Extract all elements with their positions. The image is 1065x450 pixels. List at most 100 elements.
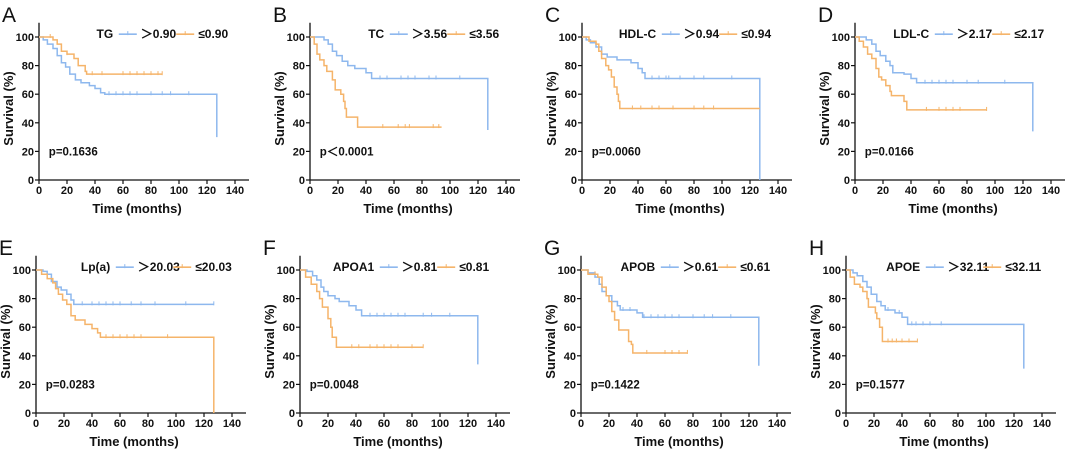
y-tick-label: 20: [283, 379, 295, 391]
y-tick-label: 80: [565, 61, 577, 73]
x-tick-label: 140: [1042, 185, 1060, 197]
x-tick-label: 140: [497, 185, 515, 197]
x-tick-label: 60: [388, 185, 400, 197]
y-axis-title: Survival (%): [272, 71, 287, 145]
y-tick-label: 60: [565, 89, 577, 101]
legend-title: APOA1: [333, 260, 375, 274]
x-tick-label: 20: [322, 418, 334, 430]
legend-title: TC: [368, 27, 384, 41]
x-tick-label: 40: [631, 418, 643, 430]
x-tick-label: 60: [659, 418, 671, 430]
x-tick-label: 100: [977, 418, 995, 430]
x-tick-label: 80: [688, 185, 700, 197]
legend-label-high: ＞32.11: [948, 260, 990, 274]
y-axis-title: Survival (%): [543, 304, 558, 378]
x-tick-label: 120: [198, 185, 216, 197]
y-tick-label: 60: [838, 89, 850, 101]
survival-curve-high: [855, 36, 1034, 132]
x-tick-label: 100: [713, 185, 731, 197]
x-tick-label: 140: [768, 418, 786, 430]
survival-curve-low: [581, 269, 688, 354]
x-axis-title: Time (months): [353, 434, 442, 449]
y-tick-label: 100: [559, 32, 577, 44]
legend-label-low: ≤2.17: [1014, 27, 1044, 41]
survival-curve-low: [846, 269, 918, 343]
x-axis-title: Time (months): [92, 201, 181, 216]
x-tick-label: 20: [603, 418, 615, 430]
x-tick-label: 80: [142, 418, 154, 430]
x-tick-label: 100: [986, 185, 1004, 197]
x-axis-title: Time (months): [363, 201, 452, 216]
legend-label-high: ＞3.56: [412, 27, 448, 41]
y-tick-label: 80: [19, 294, 31, 306]
y-tick-label: 20: [829, 379, 841, 391]
panel-letter: C: [545, 4, 560, 27]
x-tick-label: 20: [604, 185, 616, 197]
x-tick-label: 120: [195, 418, 213, 430]
legend-label-high: ＞0.90: [141, 27, 177, 41]
x-tick-label: 40: [632, 185, 644, 197]
x-tick-label: 60: [378, 418, 390, 430]
x-tick-label: 120: [459, 418, 477, 430]
panel-letter: F: [263, 237, 276, 260]
y-tick-label: 0: [570, 408, 576, 420]
x-tick-label: 140: [226, 185, 244, 197]
x-tick-label: 100: [431, 418, 449, 430]
y-tick-label: 80: [564, 294, 576, 306]
x-tick-label: 100: [167, 418, 185, 430]
y-tick-label: 20: [838, 146, 850, 158]
y-tick-label: 40: [829, 351, 841, 363]
x-tick-label: 40: [896, 418, 908, 430]
km-panel-c: C 0 20 40 60 80 100 0 20 40 60 80 100 120 140 Time (mon…: [544, 4, 792, 216]
y-axis-title: Survival (%): [0, 304, 13, 378]
x-tick-label: 40: [86, 418, 98, 430]
legend-label-low: ≤0.61: [740, 260, 770, 274]
survival-curve-high: [310, 36, 489, 130]
x-tick-label: 80: [961, 185, 973, 197]
legend-label-high: ＞0.61: [683, 260, 719, 274]
y-tick-label: 0: [571, 175, 577, 187]
x-axis-title: Time (months): [89, 434, 178, 449]
x-tick-label: 80: [406, 418, 418, 430]
x-axis-title: Time (months): [635, 201, 724, 216]
p-value: p=0.0166: [865, 146, 914, 158]
legend-label-low: ≤3.56: [469, 27, 499, 41]
y-tick-label: 80: [829, 294, 841, 306]
x-tick-label: 0: [579, 185, 585, 197]
y-tick-label: 60: [19, 322, 31, 334]
survival-curve-low: [310, 36, 442, 128]
y-tick-label: 100: [832, 32, 850, 44]
y-tick-label: 0: [835, 408, 841, 420]
y-tick-label: 20: [22, 146, 34, 158]
y-axis-title: Survival (%): [1, 71, 16, 145]
x-tick-label: 40: [905, 185, 917, 197]
y-tick-label: 0: [289, 408, 295, 420]
y-tick-label: 100: [558, 265, 576, 277]
legend-label-low: ≤0.81: [459, 260, 489, 274]
x-tick-label: 140: [1033, 418, 1051, 430]
p-value: p=0.0060: [592, 146, 641, 158]
x-tick-label: 100: [712, 418, 730, 430]
y-tick-label: 20: [565, 146, 577, 158]
y-tick-label: 100: [16, 32, 34, 44]
survival-curve-high: [39, 36, 218, 138]
x-tick-label: 0: [843, 418, 849, 430]
legend-title: TG: [97, 27, 114, 41]
x-tick-label: 120: [740, 418, 758, 430]
y-tick-label: 100: [287, 32, 305, 44]
y-tick-label: 100: [823, 265, 841, 277]
km-panel-a: A 0 20 40 60 80 100 0 20 40 60 80 100 120 140 Time (mon…: [1, 4, 249, 216]
x-axis-title: Time (months): [908, 201, 997, 216]
y-tick-label: 40: [19, 351, 31, 363]
survival-curve-high: [846, 269, 1025, 369]
x-tick-label: 140: [769, 185, 787, 197]
y-tick-label: 0: [25, 408, 31, 420]
p-value: p＜0.0001: [320, 145, 374, 158]
x-tick-label: 20: [58, 418, 70, 430]
x-tick-label: 60: [933, 185, 945, 197]
y-axis-title: Survival (%): [817, 71, 832, 145]
legend-label-low: ≤0.90: [198, 27, 228, 41]
x-tick-label: 20: [61, 185, 73, 197]
km-panel-g: G 0 20 40 60 80 100 0 20 40 60 80 100 120 140 Time (mon…: [543, 237, 791, 449]
survival-curve-high: [36, 269, 214, 306]
